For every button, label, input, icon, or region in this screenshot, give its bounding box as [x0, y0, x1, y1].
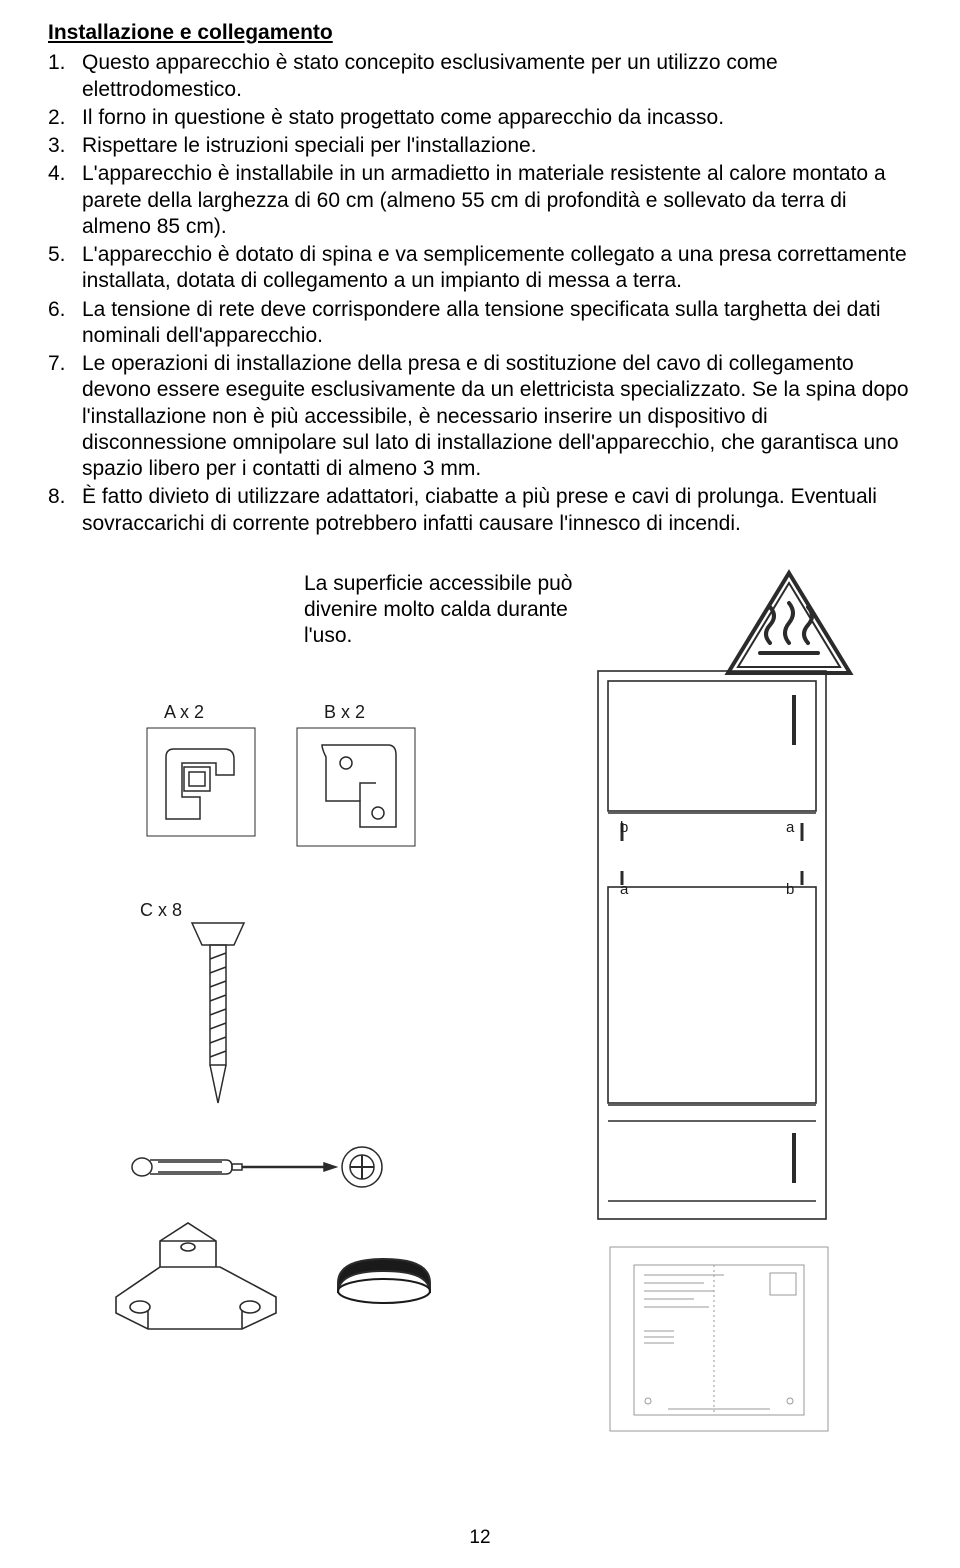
list-item: 4.L'apparecchio è installabile in un arm… — [48, 161, 912, 240]
item-text: È fatto divieto di utilizzare adattatori… — [82, 484, 912, 537]
mounting-bracket-icon — [100, 1211, 290, 1341]
list-item: 1.Questo apparecchio è stato concepito e… — [48, 50, 912, 103]
instruction-list: 1.Questo apparecchio è stato concepito e… — [48, 50, 912, 537]
part-a-icon — [146, 727, 256, 837]
list-item: 5.L'apparecchio è dotato di spina e va s… — [48, 242, 912, 295]
item-text: La tensione di rete deve corrispondere a… — [82, 297, 912, 350]
list-item: 2.Il forno in questione è stato progetta… — [48, 105, 912, 131]
cabinet-label-a1: a — [786, 819, 794, 838]
item-text: Questo apparecchio è stato concepito esc… — [82, 50, 912, 103]
parts-label-c: C x 8 — [140, 899, 182, 922]
part-b-icon — [296, 727, 416, 847]
item-text: Il forno in questione è stato progettato… — [82, 105, 912, 131]
list-item: 7.Le operazioni di installazione della p… — [48, 351, 912, 482]
item-number: 2. — [48, 105, 82, 131]
item-number: 5. — [48, 242, 82, 295]
item-text: L'apparecchio è dotato di spina e va sem… — [82, 242, 912, 295]
cover-piece-icon — [330, 1249, 440, 1307]
list-item: 3.Rispettare le istruzioni speciali per … — [48, 133, 912, 159]
section-title: Installazione e collegamento — [48, 20, 912, 46]
item-number: 4. — [48, 161, 82, 240]
hot-surface-warning-icon — [724, 569, 854, 679]
cabinet-diagram-icon — [592, 665, 832, 1225]
item-number: 7. — [48, 351, 82, 482]
cabinet-label-b1: b — [620, 819, 628, 838]
cabinet-label-b2: b — [786, 881, 794, 900]
parts-label-b: B x 2 — [324, 701, 365, 724]
item-number: 1. — [48, 50, 82, 103]
item-number: 8. — [48, 484, 82, 537]
phillips-head-icon — [338, 1143, 386, 1191]
item-number: 3. — [48, 133, 82, 159]
item-number: 6. — [48, 297, 82, 350]
page-number: 12 — [0, 1526, 960, 1550]
hot-surface-caption: La superficie accessibile può divenire m… — [304, 571, 574, 650]
item-text: L'apparecchio è installabile in un armad… — [82, 161, 912, 240]
item-text: Le operazioni di installazione della pre… — [82, 351, 912, 482]
template-sheet-icon — [604, 1241, 834, 1441]
screw-icon — [188, 919, 248, 1109]
list-item: 8.È fatto divieto di utilizzare adattato… — [48, 484, 912, 537]
diagram-area: A x 2 B x 2 C x 8 — [48, 701, 912, 1481]
item-text: Rispettare le istruzioni speciali per l'… — [82, 133, 912, 159]
screwdriver-icon — [128, 1149, 338, 1185]
parts-label-a: A x 2 — [164, 701, 204, 724]
list-item: 6.La tensione di rete deve corrispondere… — [48, 297, 912, 350]
cabinet-label-a2: a — [620, 881, 628, 900]
